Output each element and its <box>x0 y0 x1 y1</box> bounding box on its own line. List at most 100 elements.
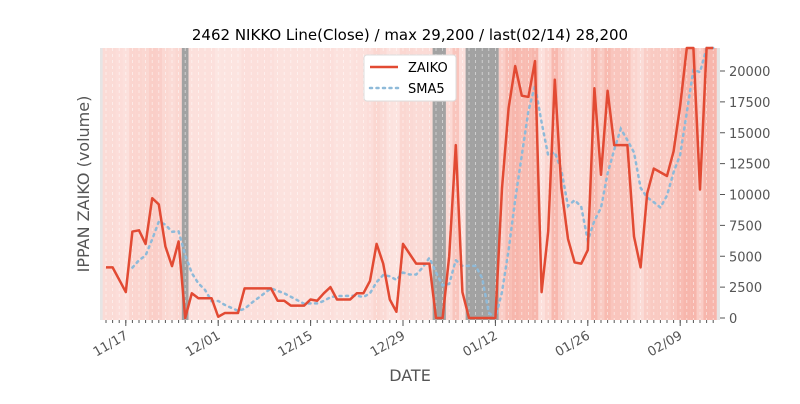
day-stripe <box>459 48 466 320</box>
day-stripe <box>657 48 664 320</box>
day-stripe-base <box>630 48 638 320</box>
day-stripe-base <box>247 48 255 320</box>
y-tick-label: 20000 <box>729 65 770 80</box>
day-stripe-base <box>663 48 671 320</box>
day-stripe <box>320 48 328 320</box>
legend: ZAIKO SMA5 <box>363 54 457 102</box>
sma5-line <box>131 46 715 321</box>
day-stripe <box>267 48 275 320</box>
x-axis: 11/17 12/01 12/15 12/29 01/12 01/26 02/09 <box>91 320 714 360</box>
day-stripe <box>703 48 711 320</box>
day-stripe <box>379 48 387 320</box>
day-stripe-base <box>294 48 301 320</box>
day-stripe <box>195 48 202 320</box>
day-stripe <box>254 48 262 320</box>
day-stripe <box>102 48 110 320</box>
day-stripe-base <box>287 48 295 320</box>
day-stripe <box>445 48 453 320</box>
day-stripe <box>247 48 255 320</box>
x-tick-label: 11/17 <box>91 328 131 360</box>
legend-zaiko-label: ZAIKO <box>408 61 448 76</box>
x-tick-label: 02/09 <box>645 328 685 360</box>
day-stripe-base <box>604 48 612 320</box>
day-stripe-base <box>320 48 328 320</box>
day-stripe <box>525 48 532 320</box>
day-stripe <box>346 48 354 320</box>
day-stripe <box>274 48 282 320</box>
y-tick-label: 15000 <box>729 127 770 142</box>
day-stripe-base <box>445 48 453 320</box>
legend-sma5-label: SMA5 <box>408 82 445 97</box>
day-stripe-base <box>657 48 664 320</box>
day-stripe-base <box>142 48 150 320</box>
day-stripe-base <box>459 48 466 320</box>
day-stripe <box>610 48 618 320</box>
day-stripe <box>241 48 249 320</box>
day-stripe <box>313 48 321 320</box>
day-stripe <box>597 48 605 320</box>
day-stripe-base <box>426 48 433 320</box>
day-stripe <box>584 48 592 320</box>
day-stripe <box>676 48 684 320</box>
day-stripe <box>670 48 678 320</box>
day-stripe <box>452 48 460 320</box>
day-stripe-base <box>373 48 381 320</box>
day-stripe-base <box>571 48 579 320</box>
day-stripe-base <box>254 48 262 320</box>
day-stripe <box>624 48 631 320</box>
day-stripe-base <box>650 48 658 320</box>
day-stripe <box>538 48 546 320</box>
day-stripe-base <box>221 48 229 320</box>
day-stripe-base <box>406 48 414 320</box>
day-stripe <box>571 48 579 320</box>
day-stripe <box>168 48 176 320</box>
y-tick-label: 0 <box>729 312 737 327</box>
day-stripe <box>412 48 420 320</box>
day-stripe <box>228 48 235 320</box>
day-stripe-base <box>551 48 559 320</box>
day-stripe <box>109 48 117 320</box>
day-stripe-base <box>280 48 288 320</box>
zaiko-line <box>106 46 714 320</box>
day-stripe-base <box>419 48 427 320</box>
day-stripe-base <box>208 48 216 320</box>
day-stripe <box>492 48 499 320</box>
day-stripe-base <box>393 48 400 320</box>
day-stripe <box>485 48 493 320</box>
day-stripe-base <box>234 48 242 320</box>
day-stripe <box>465 48 473 320</box>
day-stripe-base <box>544 48 552 320</box>
day-stripe <box>386 48 394 320</box>
day-stripe <box>307 48 315 320</box>
day-stripe-base <box>676 48 684 320</box>
day-stripe-base <box>109 48 117 320</box>
day-stripe <box>432 48 440 320</box>
day-stripe-base <box>195 48 202 320</box>
day-stripe-base <box>135 48 143 320</box>
day-stripe-base <box>505 48 513 320</box>
day-stripe-base <box>115 48 123 320</box>
day-stripe-base <box>267 48 275 320</box>
x-tick-label: 12/15 <box>276 328 316 360</box>
day-stripe-base <box>241 48 249 320</box>
day-stripe <box>261 48 268 320</box>
day-stripe <box>690 48 697 320</box>
day-stripe <box>135 48 143 320</box>
day-stripe-base <box>168 48 176 320</box>
y-tick-label: 17500 <box>729 96 770 111</box>
day-stripe <box>505 48 513 320</box>
day-stripe <box>300 48 308 320</box>
day-stripe <box>181 48 189 320</box>
day-stripe-base <box>584 48 592 320</box>
x-tick-label: 12/29 <box>368 328 408 360</box>
day-stripe <box>643 48 651 320</box>
day-stripe <box>630 48 638 320</box>
day-stripe-base <box>201 48 209 320</box>
y-tick-label: 7500 <box>729 219 762 234</box>
day-stripe-base <box>360 48 367 320</box>
day-stripe-base <box>670 48 678 320</box>
day-stripe-base <box>346 48 354 320</box>
day-stripe-base <box>129 48 136 320</box>
day-stripe-base <box>327 48 334 320</box>
